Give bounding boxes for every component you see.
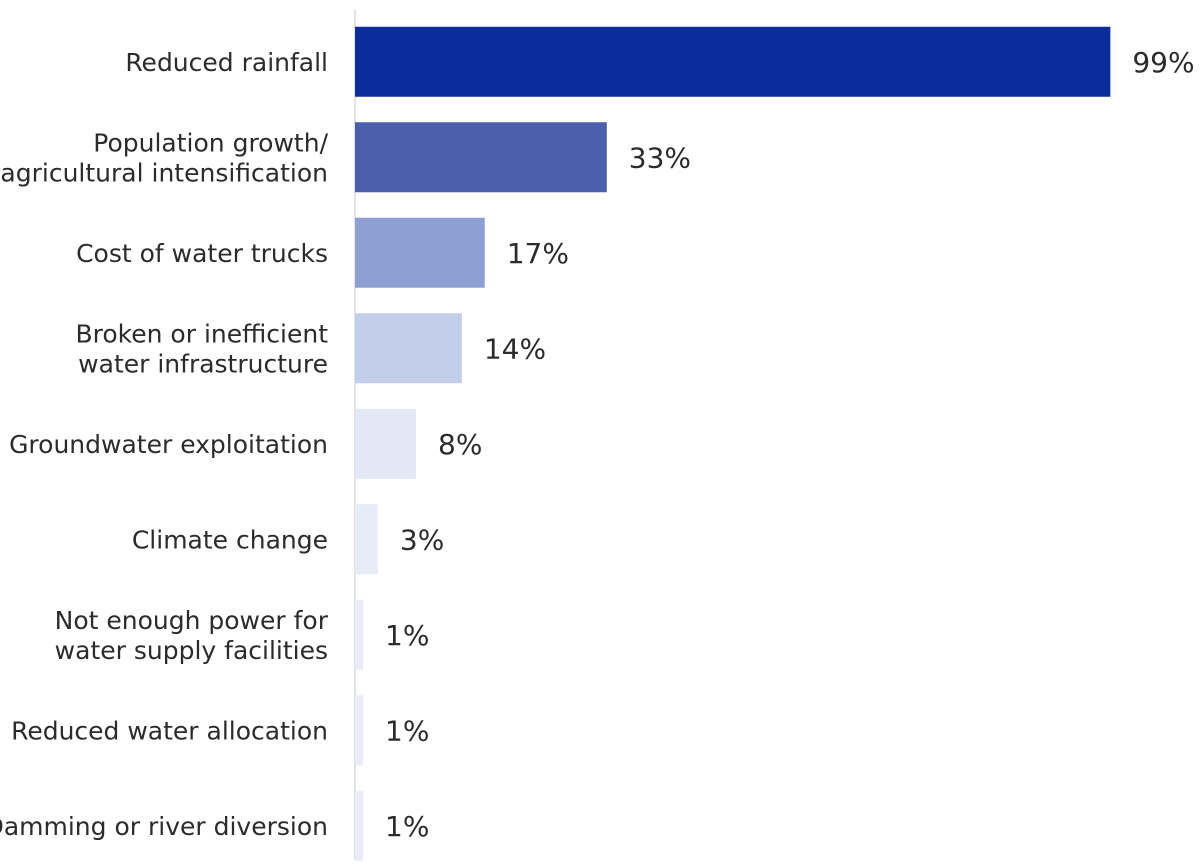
value-label: 33% [629,141,691,174]
category-label-line: Climate change [132,525,328,554]
category-label-line: Groundwater exploitation [9,430,328,459]
category-label-line: water supply facilities [55,636,328,665]
category-label-line: Broken or inefficient [75,319,328,348]
category-label: Damming or river diversion [0,812,328,841]
value-label: 3% [400,523,444,556]
category-label: Population growth/agricultural intensifi… [0,128,328,187]
category-label: Not enough power for water supply facilit… [55,606,329,665]
category-label: Groundwater exploitation [9,430,328,459]
category-label: Reduced rainfall [125,48,328,77]
bar [355,217,485,288]
category-label: Climate change [132,525,328,554]
category-label-line: Population growth/ [93,128,328,157]
category-label-line: agricultural intensification [0,158,328,187]
category-label: Cost of water trucks [76,239,328,268]
bar [355,408,417,479]
category-label-line: water infrastructure [78,349,328,378]
category-label: Reduced water allocation [11,716,328,745]
bar [355,695,363,766]
value-label: 99% [1132,46,1194,79]
bar [355,26,1111,97]
bar [355,122,607,193]
category-label-line: Damming or river diversion [0,812,328,841]
category-label-line: Reduced rainfall [125,48,328,77]
value-label: 17% [507,237,569,270]
bar [355,599,363,670]
category-label: Broken or inefficient water infrastructur… [75,319,328,378]
category-label-line: Reduced water allocation [11,716,328,745]
bar [355,504,378,575]
category-label-line: Cost of water trucks [76,239,328,268]
value-label: 8% [438,428,482,461]
value-label: 14% [484,332,546,365]
value-label: 1% [385,714,429,747]
bar [355,790,363,861]
value-label: 1% [385,810,429,843]
value-label: 1% [385,619,429,652]
category-label-line: Not enough power for [55,606,329,635]
bar [355,313,462,384]
